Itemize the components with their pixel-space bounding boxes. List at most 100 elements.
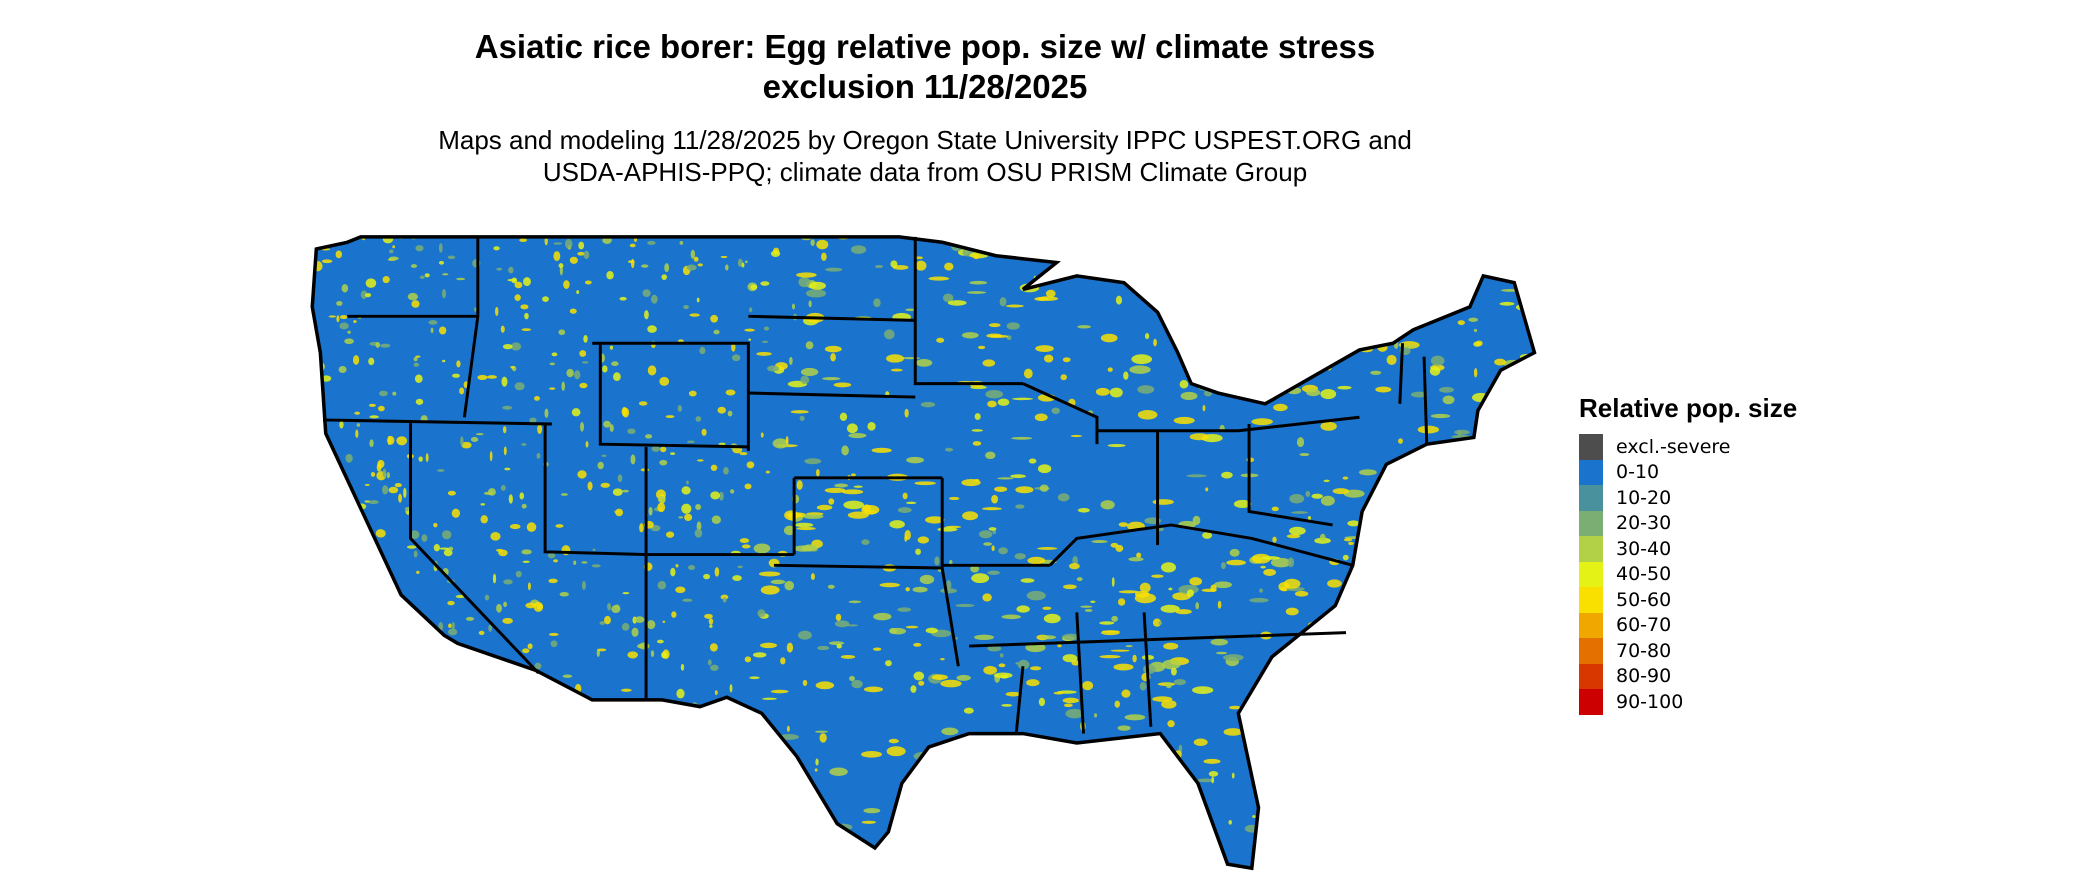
raster-patch [494,819,499,823]
raster-patch [1141,797,1159,807]
raster-patch [1076,577,1083,582]
raster-patch [527,582,531,591]
raster-patch [352,355,360,365]
raster-patch [1307,516,1312,521]
raster-patch [723,820,727,830]
raster-patch [558,329,566,336]
raster-patch [972,441,982,446]
raster-patch [1320,421,1337,431]
raster-patch [1274,767,1282,778]
raster-patch [1062,697,1080,704]
raster-patch [507,278,517,282]
raster-patch [1081,768,1103,772]
raster-patch [1509,725,1515,733]
raster-patch [739,538,750,544]
raster-patch [704,613,713,619]
raster-patch [534,662,542,670]
raster-patch [1243,364,1264,374]
legend-item: 30-40 [1579,536,1797,562]
state-border [409,419,540,675]
raster-patch [514,294,521,301]
raster-patch [387,435,395,445]
raster-patch [948,496,960,501]
raster-patch [919,574,935,585]
raster-patch [1094,713,1098,718]
raster-patch [1039,484,1049,492]
raster-patch [312,711,315,721]
raster-patch [313,701,321,711]
raster-patch [796,272,817,278]
raster-patch [670,567,676,577]
raster-patch [495,306,499,316]
raster-patch [1117,725,1131,731]
raster-patch [651,294,658,304]
raster-patch [961,479,981,487]
raster-patch [521,443,527,446]
legend-label: 20-30 [1616,512,1672,535]
raster-patch [644,310,649,320]
raster-patch [425,453,429,463]
raster-patch [671,611,677,618]
raster-patch [1090,600,1096,604]
raster-patch [501,376,508,387]
raster-patch [1134,593,1157,604]
raster-patch [353,571,361,582]
raster-patch [334,685,339,689]
raster-patch [348,713,354,719]
raster-patch [1213,581,1232,589]
raster-patch [1131,354,1153,365]
raster-patch [1132,654,1137,663]
legend-item: 70-80 [1579,638,1797,664]
raster-patch [689,803,700,808]
raster-patch [1060,374,1067,381]
raster-patch [1125,644,1133,648]
raster-patch [999,653,1004,658]
raster-patch [1363,747,1377,754]
raster-patch [953,741,970,747]
raster-patch [1028,458,1037,464]
raster-patch [720,703,725,712]
raster-patch [661,274,668,280]
raster-patch [656,639,664,644]
raster-patch [711,515,721,525]
raster-patch [1118,590,1140,594]
legend-item: 10-20 [1579,485,1797,511]
raster-patch [1442,395,1455,405]
raster-patch [312,615,317,625]
raster-patch [1085,756,1104,760]
raster-patch [863,686,884,693]
raster-patch [611,605,621,613]
raster-patch [1101,630,1120,633]
raster-patch [430,327,434,334]
raster-patch [362,720,371,728]
raster-patch [519,492,525,500]
raster-patch [1523,574,1535,582]
raster-patch [905,587,910,592]
raster-patch [783,525,796,536]
raster-patch [1117,598,1126,606]
raster-patch [325,580,331,587]
raster-patch [386,472,390,479]
raster-patch [1149,281,1155,287]
raster-patch [1438,251,1456,257]
raster-patch [1320,495,1335,506]
raster-patch [679,240,684,245]
raster-patch [691,736,700,744]
raster-patch [488,684,496,692]
raster-patch [1415,461,1435,466]
raster-patch [681,486,691,495]
raster-patch [1037,749,1044,757]
raster-patch [1143,800,1149,809]
raster-patch [966,240,986,249]
raster-patch [621,406,628,417]
raster-patch [1481,567,1498,571]
raster-patch [421,861,430,865]
legend-label: 0-10 [1616,461,1660,484]
raster-patch [575,842,582,848]
raster-patch [1163,642,1179,650]
raster-patch [987,645,1002,652]
raster-patch [352,863,363,868]
raster-patch [740,761,751,766]
raster-patch [599,748,606,753]
map-subtitle-line2: USDA-APHIS-PPQ; climate data from OSU PR… [542,157,1308,187]
